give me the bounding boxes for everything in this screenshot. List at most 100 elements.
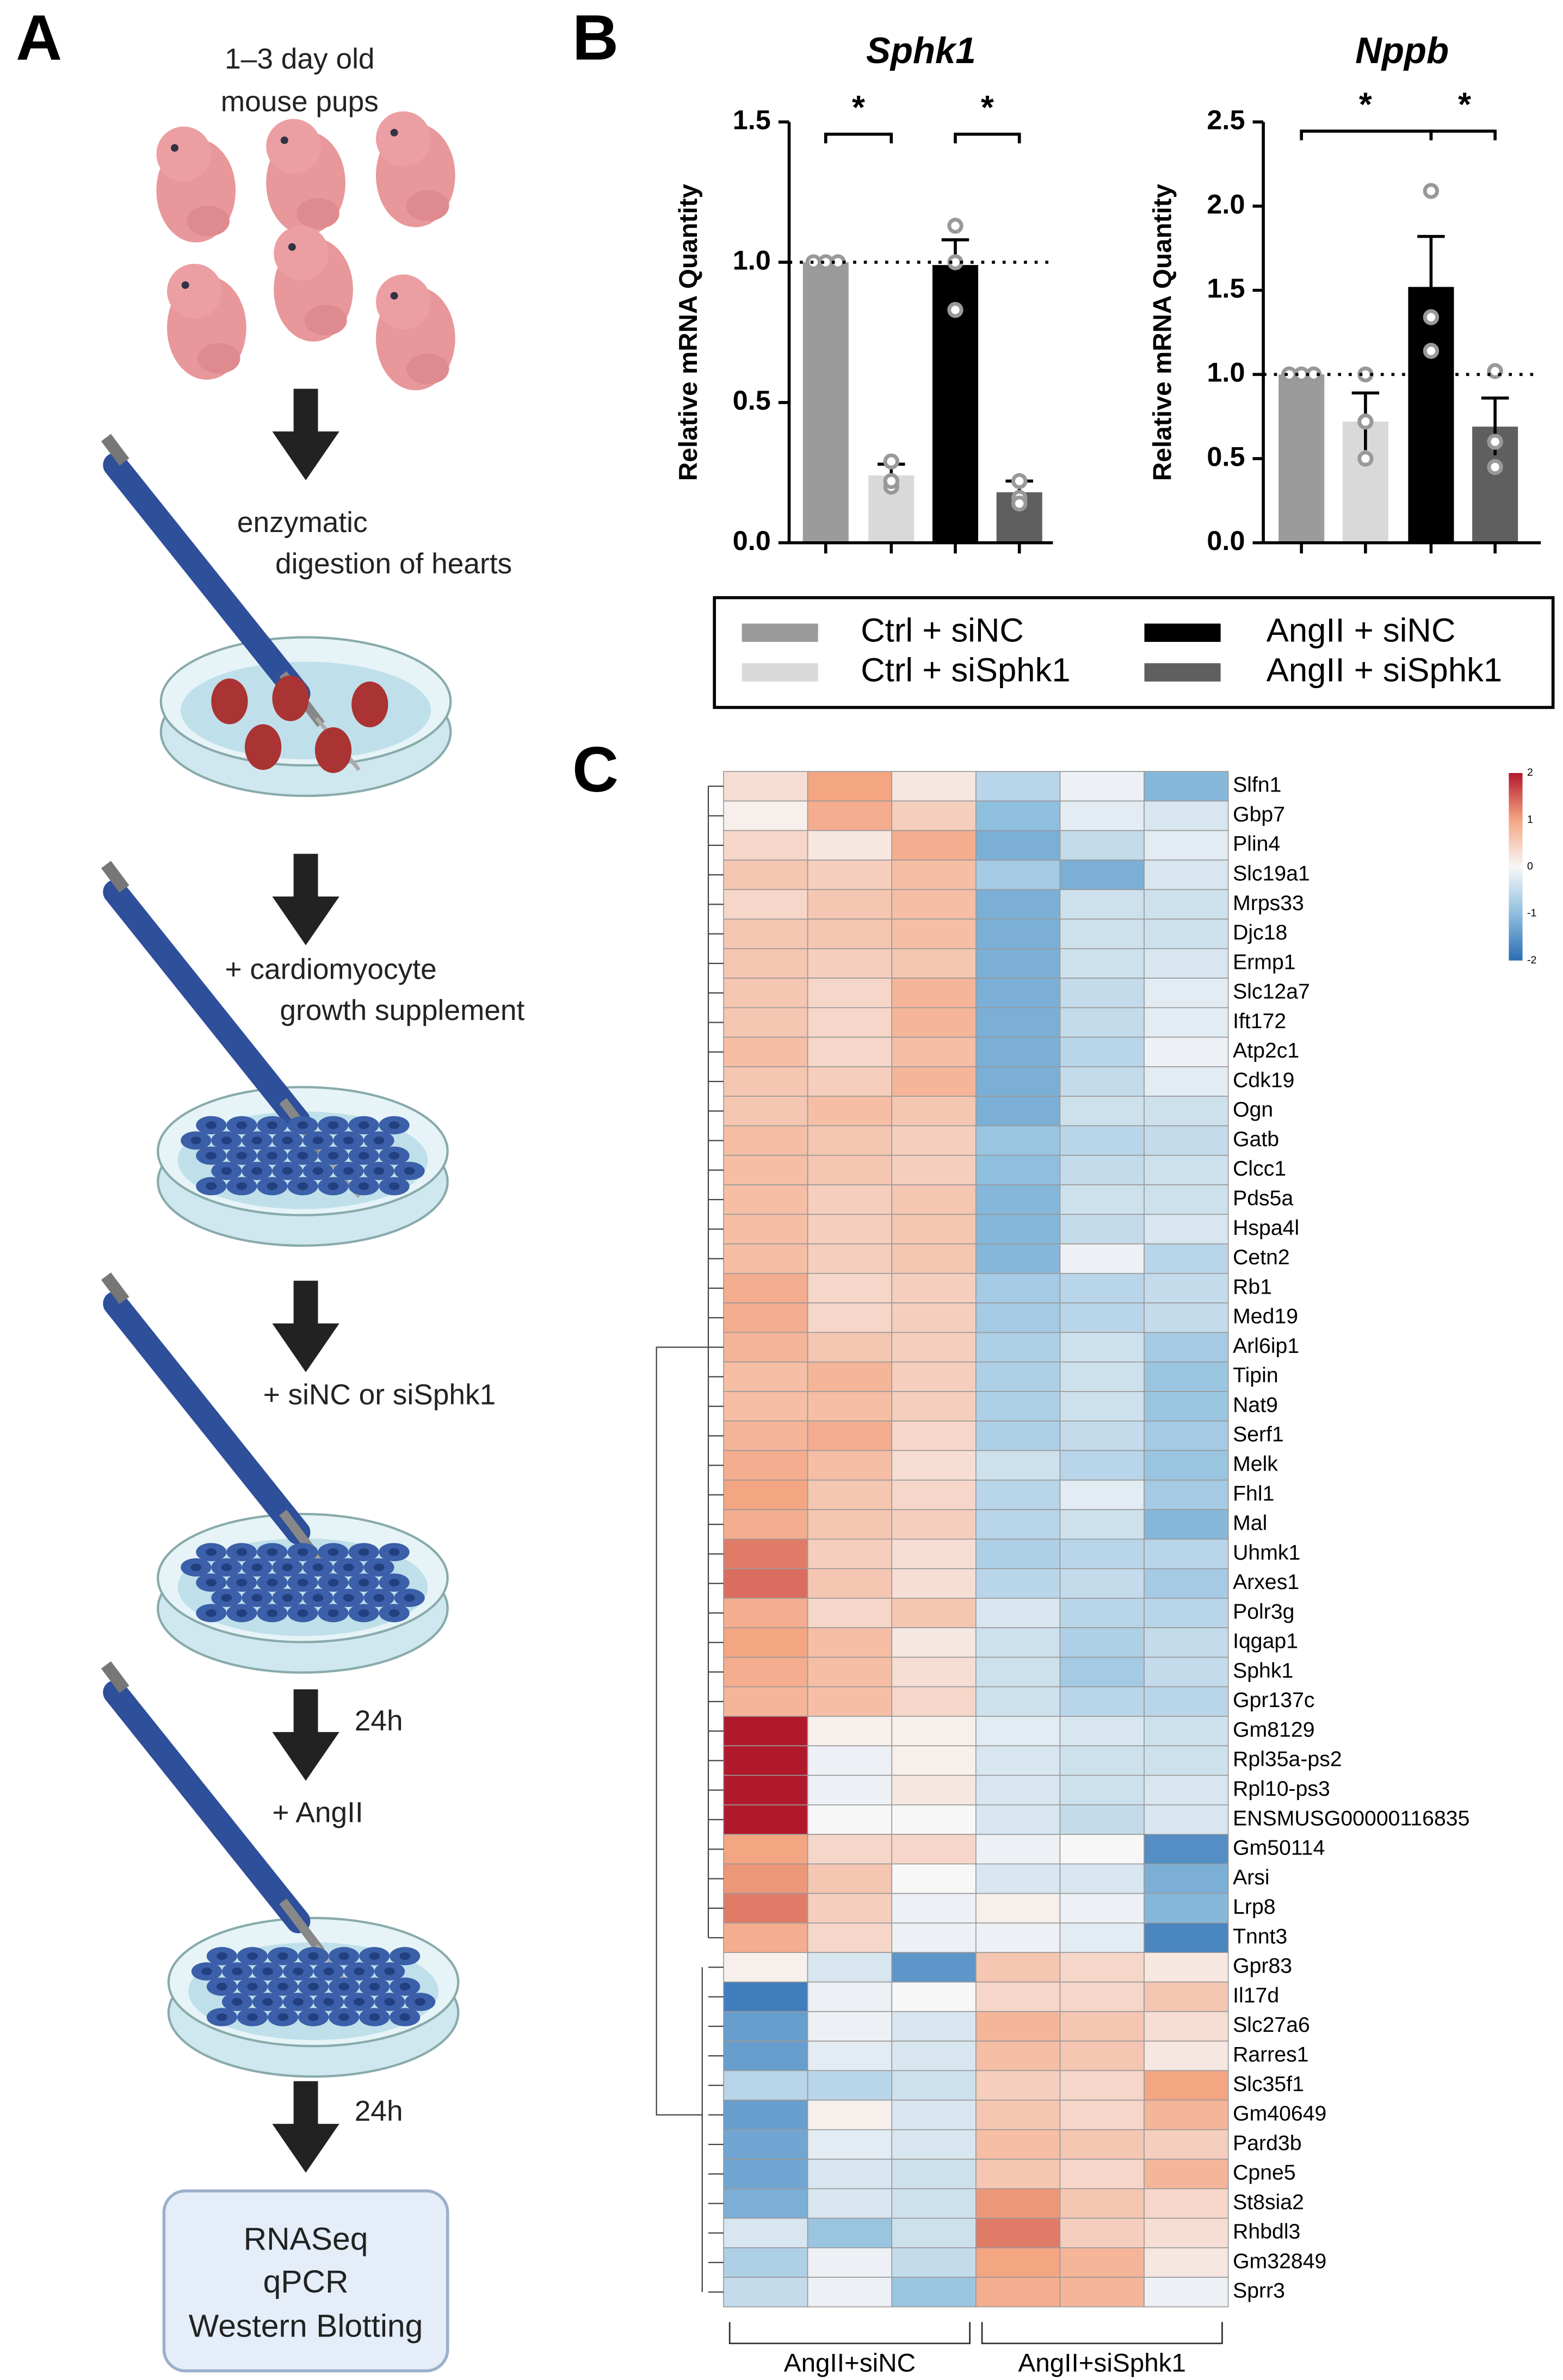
row-label: Tnnt3 (1233, 1924, 1287, 1948)
heatmap-cell (807, 1922, 893, 1954)
row-label: Arl6ip1 (1233, 1334, 1299, 1358)
heatmap-cell (723, 1272, 808, 1303)
heatmap-cell (1059, 1154, 1145, 1185)
heatmap-cell (1059, 889, 1145, 920)
panel-label: A (16, 2, 62, 73)
y-tick-label: 2.0 (1207, 188, 1245, 219)
heatmap-cell (1144, 1332, 1229, 1363)
heatmap-cell (807, 2129, 893, 2160)
row-label: Rarres1 (1233, 2042, 1309, 2066)
heatmap-cell (723, 1302, 808, 1333)
heatmap-cell (723, 1479, 808, 1510)
heatmap-cell (723, 1420, 808, 1451)
row-label: Slc35f1 (1233, 2072, 1304, 2096)
heatmap-cell (1059, 1243, 1145, 1274)
data-point (1423, 343, 1440, 359)
y-tick-label: 1.5 (733, 104, 771, 135)
heatmap-cell (807, 2041, 893, 2072)
row-label: ENSMUSG00000116835 (1233, 1806, 1469, 1830)
heatmap-cell (723, 1391, 808, 1422)
heatmap-cell (1059, 1922, 1145, 1954)
y-tick-label: 0.0 (1207, 525, 1245, 556)
heatmap-cell (723, 889, 808, 920)
heatmap-cell (975, 1066, 1061, 1097)
heatmap-cell (1059, 2041, 1145, 2072)
heatmap-cell (1144, 1538, 1229, 1569)
heatmap-cell (891, 889, 977, 920)
heatmap-cell (807, 1184, 893, 1215)
heatmap-cell (891, 1272, 977, 1303)
step-label: 1–3 day old (225, 43, 374, 75)
heatmap-cell (723, 830, 808, 861)
heatmap-cell (1144, 860, 1229, 891)
step-label: + siNC or siSphk1 (263, 1378, 496, 1411)
heatmap-cell (975, 1243, 1061, 1274)
heatmap-cell (807, 1509, 893, 1540)
row-label: Arxes1 (1233, 1570, 1299, 1594)
column-group-label: AngII+siSphk1 (1018, 2349, 1186, 2378)
heatmap-cell (723, 948, 808, 979)
y-tick-label: 1.5 (1207, 273, 1245, 304)
heatmap-cell (975, 1981, 1061, 2012)
heatmap-cell (807, 918, 893, 949)
row-label: Serf1 (1233, 1423, 1284, 1446)
heatmap-cell (807, 1568, 893, 1599)
heatmap-cell (1059, 1272, 1145, 1303)
heatmap-cell (975, 1716, 1061, 1747)
heatmap-cell (1059, 978, 1145, 1009)
heatmap-cell (975, 2041, 1061, 2072)
row-label: Atp2c1 (1233, 1038, 1299, 1062)
significance-label: * (1359, 85, 1372, 123)
row-label: Sprr3 (1233, 2279, 1285, 2303)
heatmap-cell (891, 2188, 977, 2219)
heatmap-cell (891, 1538, 977, 1569)
heatmap-cell (891, 1627, 977, 1658)
heatmap-cell (975, 1598, 1061, 1628)
y-tick-label: 2.5 (1207, 104, 1245, 135)
heatmap-cell (975, 1893, 1061, 1924)
heatmap-cell (1144, 2070, 1229, 2101)
step-label: 24h (355, 2095, 403, 2128)
heatmap-cell (1059, 800, 1145, 831)
heatmap-cell (975, 918, 1061, 949)
row-label: Sphk1 (1233, 1659, 1293, 1683)
heatmap-cell (723, 1775, 808, 1806)
heatmap-cell (891, 2011, 977, 2042)
heatmap-cell (1059, 948, 1145, 979)
heatmap-cell (1059, 918, 1145, 949)
heatmap-cell (1059, 1184, 1145, 1215)
y-tick-label: 1.0 (1207, 357, 1245, 388)
heatmap-cell (891, 1686, 977, 1717)
heatmap-cell (723, 1598, 808, 1628)
heatmap-cell (1059, 1450, 1145, 1481)
row-label: St8sia2 (1233, 2190, 1304, 2214)
heatmap-cell (1059, 1952, 1145, 1983)
legend-label: Ctrl + siNC (861, 611, 1024, 649)
heatmap-cell (1144, 1125, 1229, 1156)
heatmap-cell (891, 1952, 977, 1983)
heatmap-cell (1144, 1450, 1229, 1481)
heatmap-cell (807, 1981, 893, 2012)
heatmap-cell (975, 1036, 1061, 1067)
row-label: Gm8129 (1233, 1717, 1314, 1741)
heatmap-cell (1144, 1834, 1229, 1865)
heatmap-cell (807, 1627, 893, 1658)
row-label: Rpl10-ps3 (1233, 1777, 1330, 1801)
heatmap-cell (1059, 1834, 1145, 1865)
row-label: Gatb (1233, 1127, 1279, 1151)
colorbar-tick-label: 1 (1527, 813, 1533, 825)
heatmap-cell (1144, 1243, 1229, 1274)
heatmap-cell (1059, 1656, 1145, 1687)
heatmap-cell (723, 978, 808, 1009)
heatmap-cell (807, 1538, 893, 1569)
heatmap-cell (723, 1036, 808, 1067)
heatmap-cell (807, 1656, 893, 1687)
heatmap-cell (723, 1804, 808, 1835)
output-label: Western Blotting (189, 2308, 423, 2344)
bar (1278, 374, 1325, 543)
data-point (1357, 450, 1374, 467)
heatmap-cell (1144, 1952, 1229, 1983)
legend-label: AngII + siNC (1267, 611, 1456, 649)
heatmap-cell (891, 1214, 977, 1245)
